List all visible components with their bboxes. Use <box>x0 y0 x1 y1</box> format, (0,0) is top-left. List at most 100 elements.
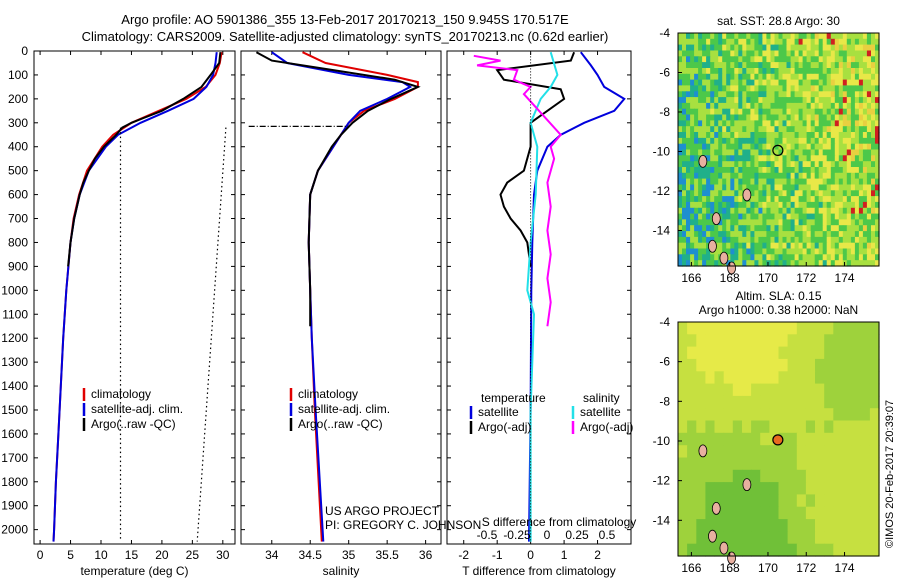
y-tick-label: 1500 <box>1 403 28 417</box>
legend-label: Argo(-adj) <box>478 420 531 434</box>
y-tick-label: 500 <box>8 164 28 178</box>
map-frame <box>677 321 880 557</box>
series-temperature-argo-adj <box>495 51 576 267</box>
x-axis-label: T difference from climatology <box>462 564 616 578</box>
legend-title-temperature: temperature <box>481 391 546 405</box>
x-tick-label: 10 <box>94 548 108 562</box>
figure-subtitle: Climatology: CARS2009. Satellite-adjuste… <box>82 29 609 44</box>
y-tick-label: -10 <box>653 144 671 158</box>
x-tick-label: 166 <box>681 271 701 285</box>
x-tick-label: 15 <box>125 548 139 562</box>
y-tick-label: 1300 <box>1 355 28 369</box>
y-tick-label: -4 <box>659 315 670 329</box>
x-tick-label: -1 <box>492 548 503 562</box>
x-tick-label: 35 <box>342 548 356 562</box>
map-frame <box>677 32 880 267</box>
x-tick-label: 174 <box>835 561 855 575</box>
series-satellite-adj-clim <box>52 52 218 542</box>
y-tick-label: -6 <box>659 355 670 369</box>
legend-label: satellite-adj. clim. <box>91 402 183 416</box>
y-tick-label: 1200 <box>1 331 28 345</box>
island <box>711 212 721 226</box>
x-axis-label: salinity <box>323 564 360 578</box>
y-tick-label: -12 <box>653 184 671 198</box>
s-tick-label: 0.5 <box>599 528 616 542</box>
x-tick-label: -2 <box>458 548 469 562</box>
x-tick-label: 0 <box>37 548 44 562</box>
map-image <box>678 322 880 557</box>
x-tick-label: 174 <box>835 271 855 285</box>
island <box>742 188 752 202</box>
y-tick-label: 1400 <box>1 379 28 393</box>
y-tick-label: 600 <box>8 188 28 202</box>
s-tick-label: -0.5 <box>477 528 498 542</box>
y-tick-label: -6 <box>659 65 670 79</box>
y-tick-label: 1700 <box>1 451 28 465</box>
map-title: Altim. SLA: 0.15 <box>735 289 821 303</box>
x-tick-label: 166 <box>681 561 701 575</box>
legend-title-salinity: salinity <box>583 391 620 405</box>
x-tick-label: 1 <box>561 548 568 562</box>
x-tick-label: 168 <box>720 561 740 575</box>
y-tick-label: 1000 <box>1 283 28 297</box>
series-temperature-satellite <box>528 51 626 542</box>
y-tick-label: 1800 <box>1 475 28 489</box>
legend-label: Argo(..raw -QC) <box>91 417 176 431</box>
s-tick-label: 0.25 <box>565 528 589 542</box>
island <box>698 444 708 458</box>
s-axis-label: S difference from climatology <box>482 515 637 529</box>
x-axis-label: temperature (deg C) <box>80 564 188 578</box>
plot-frame <box>240 50 442 545</box>
island <box>711 502 721 515</box>
series-argo-raw-qc <box>67 52 222 267</box>
y-tick-label: 700 <box>8 212 28 226</box>
y-tick-label: -10 <box>653 434 671 448</box>
argo-position-marker <box>772 434 784 446</box>
x-tick-label: 30 <box>216 548 230 562</box>
x-tick-label: 170 <box>758 271 778 285</box>
plot-frame <box>446 50 632 545</box>
plot-frame <box>33 50 236 545</box>
map-subtitle: Argo h1000: 0.38 h2000: NaN <box>699 303 858 317</box>
y-tick-label: -14 <box>653 223 671 237</box>
island <box>719 541 729 555</box>
y-tick-label: 2000 <box>1 523 28 537</box>
y-tick-label: 900 <box>8 259 28 273</box>
y-tick-label: 1600 <box>1 427 28 441</box>
difference-panel: -2 -1 0 1 2 T difference from climatology temp… <box>446 50 637 578</box>
x-tick-label: 170 <box>758 561 778 575</box>
y-tick-label: 100 <box>8 68 28 82</box>
s-tick-label: -0.25 <box>503 528 531 542</box>
sla-map-panel: 166 168 170 172 174 -4 -6 -8 -10 -12 -14 Altim. SLA… <box>653 289 880 575</box>
y-tick-label: 1100 <box>2 307 28 321</box>
y-tick-label: -8 <box>659 394 670 408</box>
argo-position-marker <box>772 144 784 156</box>
x-tick-label: 36 <box>419 548 433 562</box>
x-tick-label: 34.5 <box>299 548 323 562</box>
temperature-panel: 0100200300400500600700800900100011001200… <box>1 44 236 578</box>
legend-label: satellite <box>580 405 621 419</box>
y-tick-label: 1900 <box>1 499 28 513</box>
x-tick-label: 2 <box>594 548 601 562</box>
island <box>708 529 717 543</box>
x-tick-label: 25 <box>186 548 200 562</box>
x-tick-label: 20 <box>155 548 169 562</box>
island <box>708 239 717 253</box>
s-tick-label: 0 <box>544 528 551 542</box>
figure-title: Argo profile: AO 5901386_355 13-Feb-2017… <box>121 12 569 27</box>
project-label: US ARGO PROJECT <box>325 504 440 518</box>
y-tick-label: -4 <box>659 26 670 40</box>
x-tick-label: 35.5 <box>375 548 399 562</box>
series-salinity-satellite <box>526 51 559 542</box>
series-salinity-argo-adj <box>473 54 563 327</box>
legend-label: climatology <box>91 387 151 401</box>
island <box>719 251 729 265</box>
series-argo-raw-qc <box>255 51 421 327</box>
x-tick-label: 172 <box>796 561 816 575</box>
series-climatology <box>52 52 223 542</box>
series-satellite-adj-clim <box>271 51 413 542</box>
legend-label: Argo(-adj) <box>580 420 633 434</box>
legend-label: climatology <box>298 387 358 401</box>
y-tick-label: 0 <box>21 44 28 58</box>
